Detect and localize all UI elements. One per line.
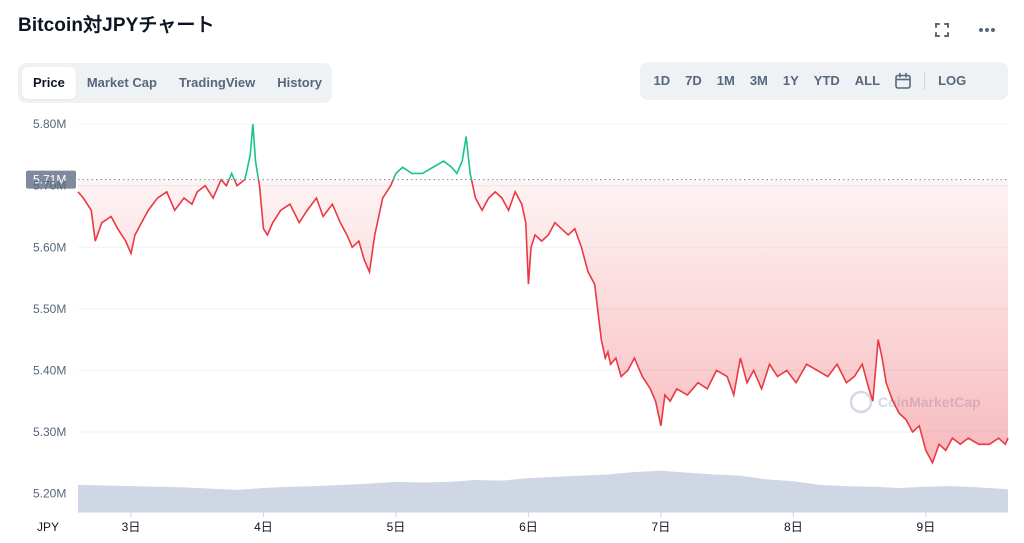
price-area-below — [78, 179, 1008, 463]
range-1m[interactable]: 1M — [716, 73, 735, 88]
chart-title: Bitcoin対JPYチャート — [18, 15, 215, 36]
tab-tradingview[interactable]: TradingView — [178, 75, 256, 90]
y-tick-label: 5.30M — [33, 425, 66, 439]
x-tick-label: 3日 — [122, 520, 141, 534]
time-range-selector: 1D 7D 1M 3M 1Y YTD ALL LOG — [640, 62, 1008, 100]
y-tick-label: 5.60M — [33, 240, 66, 254]
range-ytd[interactable]: YTD — [813, 73, 840, 88]
y-tick-label: 5.20M — [33, 487, 66, 501]
y-tick-label: 5.70M — [33, 179, 66, 193]
price-line-below — [77, 179, 1009, 465]
y-axis: 5.20M 5.30M 5.40M 5.50M 5.60M 5.70M 5.80M — [33, 117, 66, 500]
range-3m[interactable]: 3M — [749, 73, 768, 88]
more-dots-icon[interactable] — [975, 18, 999, 42]
calendar-icon[interactable] — [888, 66, 918, 96]
range-all[interactable]: ALL — [854, 73, 881, 88]
tab-history[interactable]: History — [277, 75, 323, 90]
tab-market-cap[interactable]: Market Cap — [86, 75, 157, 90]
expand-icon[interactable] — [930, 18, 954, 42]
x-tick-label: 7日 — [652, 520, 671, 534]
tab-price[interactable]: Price — [22, 67, 76, 99]
range-7d[interactable]: 7D — [685, 73, 702, 88]
range-divider — [923, 72, 925, 90]
chart-view-tabs: Price Market Cap TradingView History — [18, 63, 332, 103]
x-tick-label: 6日 — [519, 520, 538, 534]
range-1y[interactable]: 1Y — [782, 73, 799, 88]
y-tick-label: 5.80M — [33, 117, 66, 131]
y-tick-label: 5.40M — [33, 363, 66, 377]
x-tick-label: 8日 — [784, 520, 803, 534]
current-price-label: 5.71M — [33, 173, 66, 187]
y-tick-label: 5.50M — [33, 302, 66, 316]
x-tick-label: 4日 — [254, 520, 273, 534]
range-1d[interactable]: 1D — [653, 73, 671, 88]
volume-area — [78, 470, 1008, 512]
x-tick-label: 5日 — [387, 520, 406, 534]
x-axis: JPY 3日 4日 5日 6日 7日 8日 9日 — [37, 511, 1008, 534]
x-tick-label: 9日 — [917, 520, 936, 534]
current-price-tag: 5.71M — [26, 170, 76, 189]
log-toggle[interactable]: LOG — [938, 73, 967, 88]
currency-label: JPY — [37, 520, 59, 534]
